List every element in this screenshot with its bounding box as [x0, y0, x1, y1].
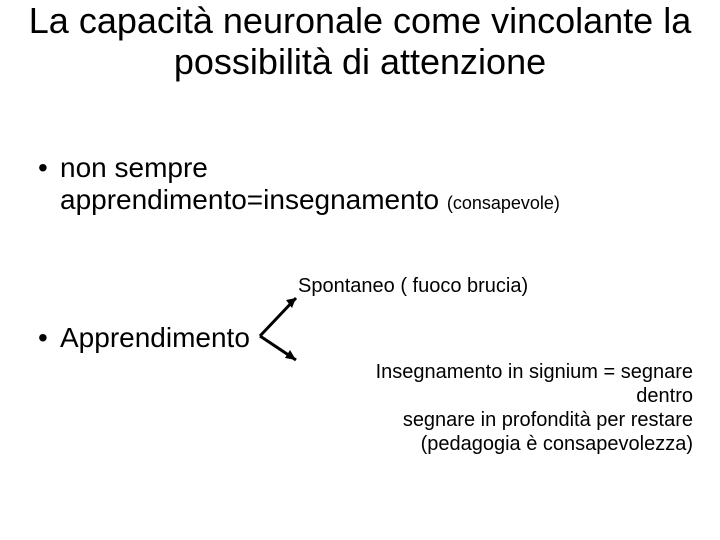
- bullet1-line2: apprendimento=insegnamento: [60, 184, 439, 215]
- insegnamento-l2: dentro: [298, 384, 693, 408]
- insegnamento-l3: segnare in profondità per restare: [298, 408, 693, 432]
- bullet-item-2: •Apprendimento: [38, 322, 250, 354]
- bullet1-paren: (consapevole): [447, 193, 560, 213]
- insegnamento-block: Insegnamento in signium = segnare dentro…: [298, 360, 693, 456]
- spontaneo-text: Spontaneo ( fuoco brucia): [298, 275, 528, 298]
- bullet-dot-icon: •: [38, 322, 60, 354]
- bullet-dot-icon: •: [38, 152, 60, 184]
- bullet-item-1: •non sempre apprendimento=insegnamento (…: [38, 152, 560, 216]
- slide: La capacità neuronale come vincolante la…: [0, 0, 720, 540]
- insegnamento-l4: (pedagogia è consapevolezza): [298, 432, 693, 456]
- insegnamento-l1: Insegnamento in signium = segnare: [298, 360, 693, 384]
- slide-title: La capacità neuronale come vincolante la…: [0, 0, 720, 83]
- bullet1-line1: non sempre: [60, 152, 208, 183]
- bullet2-text: Apprendimento: [60, 322, 250, 353]
- branch-arrows-icon: [258, 292, 304, 364]
